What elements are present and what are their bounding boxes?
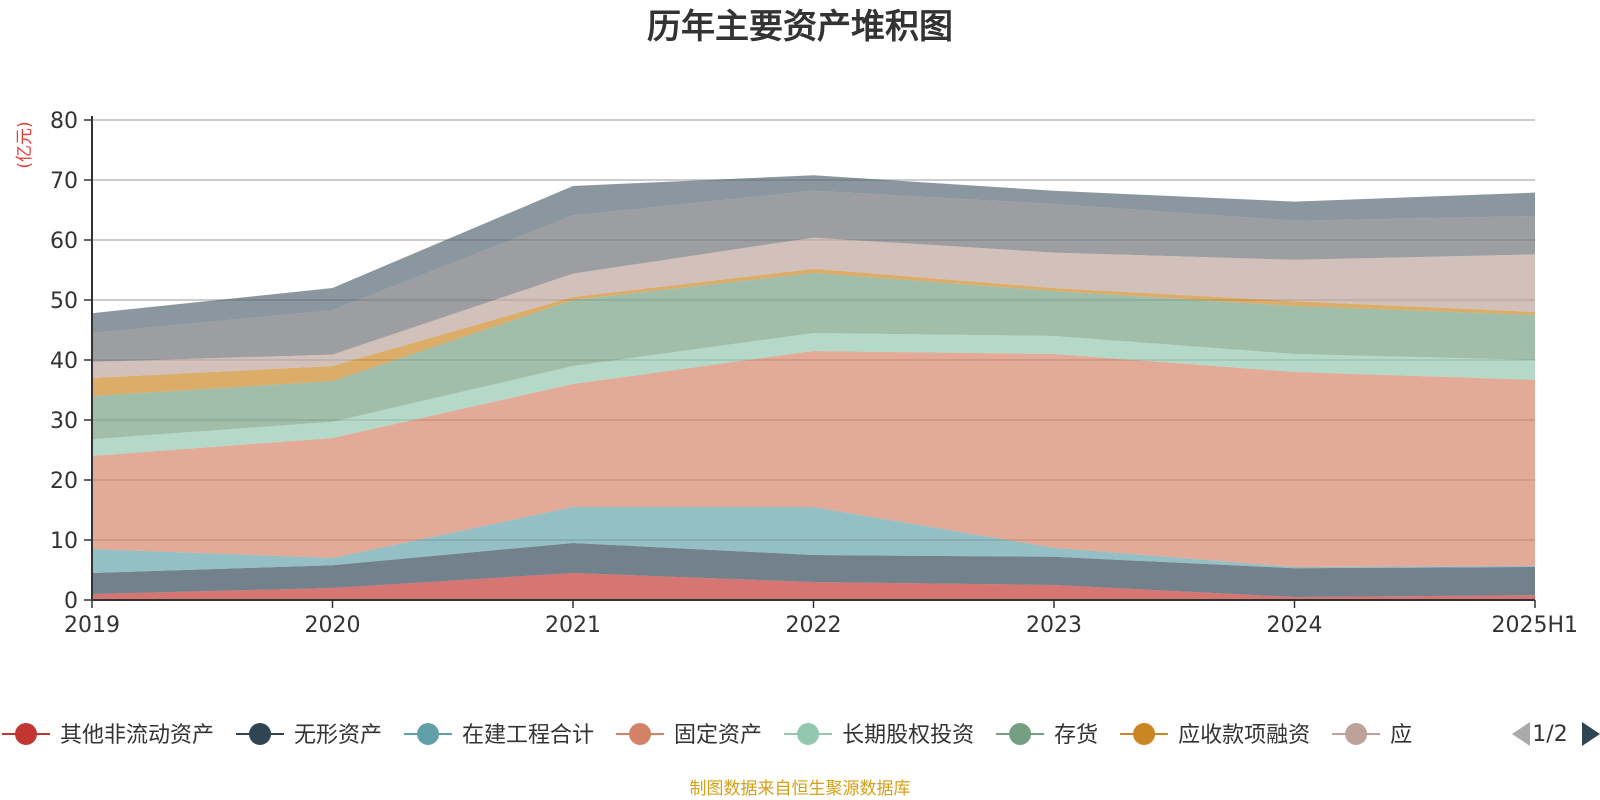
y-tick-label: 10 (50, 529, 78, 554)
area-series-6 (92, 268, 1535, 396)
legend-label: 存货 (1054, 723, 1098, 748)
legend-label: 其他非流动资产 (60, 723, 214, 748)
legend-marker-icon (1345, 723, 1368, 745)
area-series-8 (92, 190, 1535, 362)
legend-item[interactable]: 应 (1332, 723, 1412, 748)
area-series-3 (92, 351, 1535, 567)
legend-item[interactable]: 存货 (996, 723, 1098, 748)
legend-item[interactable]: 无形资产 (236, 723, 382, 748)
legend-prev-arrow-icon[interactable] (1512, 722, 1530, 746)
area-series-9 (92, 175, 1535, 333)
x-tick-label: 2019 (64, 613, 120, 638)
legend-marker-icon (1009, 723, 1032, 745)
legend-item[interactable]: 长期股权投资 (784, 723, 974, 748)
legend: 其他非流动资产 无形资产 在建工程合计 固定资产 长期股权投资 存货 应收款项融资 应 (2, 723, 1412, 748)
legend-next-arrow-icon[interactable] (1582, 722, 1600, 746)
area-series-1 (92, 543, 1535, 597)
legend-marker-icon (249, 723, 272, 745)
legend-marker-icon (15, 723, 37, 745)
x-tick-label: 2022 (786, 613, 842, 638)
x-tick-label: 2025H1 (1491, 613, 1578, 638)
x-tick-label: 2023 (1026, 613, 1082, 638)
legend-marker-icon (1133, 723, 1156, 745)
area-series-7 (92, 237, 1535, 378)
legend-label: 长期股权投资 (842, 723, 974, 748)
area-series-4 (92, 333, 1535, 456)
area-series-0 (92, 573, 1535, 600)
legend-label: 固定资产 (674, 723, 762, 748)
source-note: 制图数据来自恒生聚源数据库 (690, 779, 911, 799)
y-tick-label: 60 (50, 229, 78, 254)
area-series-layer (92, 175, 1535, 600)
legend-marker-icon (417, 723, 440, 745)
y-tick-label: 80 (50, 109, 78, 134)
y-tick-label: 20 (50, 469, 78, 494)
legend-label: 应收款项融资 (1178, 723, 1310, 748)
y-tick-label: 0 (64, 589, 78, 614)
legend-item[interactable]: 应收款项融资 (1120, 723, 1310, 748)
legend-label: 应 (1390, 723, 1412, 748)
y-tick-label: 40 (50, 349, 78, 374)
legend-item[interactable]: 在建工程合计 (404, 723, 594, 748)
legend-label: 无形资产 (294, 723, 382, 748)
legend-marker-icon (629, 723, 652, 745)
axes: 0 10 20 30 40 50 60 70 80 2019 2020 2021 2022 2023 202… (50, 109, 1578, 638)
chart-title: 历年主要资产堆积图 (647, 7, 953, 47)
legend-item[interactable]: 其他非流动资产 (2, 723, 214, 748)
legend-label: 在建工程合计 (462, 723, 594, 748)
legend-page-indicator: 1/2 (1532, 722, 1567, 747)
x-tick-label: 2021 (545, 613, 601, 638)
y-axis-unit-label: (亿元) (15, 121, 35, 168)
y-tick-label: 50 (50, 289, 78, 314)
legend-marker-icon (797, 723, 820, 745)
y-tick-label: 30 (50, 409, 78, 434)
x-tick-label: 2024 (1267, 613, 1323, 638)
area-series-2 (92, 507, 1535, 573)
x-tick-label: 2020 (305, 613, 361, 638)
legend-item[interactable]: 固定资产 (616, 723, 762, 748)
legend-pager: 1/2 (1512, 722, 1600, 747)
y-tick-label: 70 (50, 169, 78, 194)
area-series-5 (92, 273, 1535, 440)
legend-items: 其他非流动资产 无形资产 在建工程合计 固定资产 长期股权投资 存货 应收款项融资 应 (2, 723, 1412, 748)
